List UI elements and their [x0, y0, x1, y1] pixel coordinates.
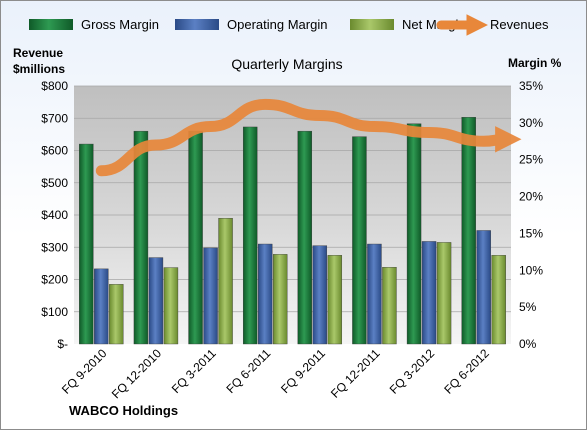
right-tick-label: 10%: [519, 263, 543, 277]
left-tick-label: $700: [41, 111, 68, 125]
left-tick-label: $800: [41, 79, 68, 93]
left-tick-label: $-: [57, 337, 68, 351]
left-tick-label: $200: [41, 273, 68, 287]
left-axis-title-line1: Revenue: [13, 46, 63, 60]
bar-gross-margin: [352, 136, 367, 345]
right-tick-label: 35%: [519, 79, 543, 93]
right-tick-label: 30%: [519, 116, 543, 130]
bar-operating-margin: [203, 247, 218, 345]
bar-net-margin: [327, 255, 343, 345]
bar-gross-margin: [461, 117, 476, 345]
bar-net-margin: [218, 218, 233, 345]
left-tick-label: $600: [41, 144, 68, 158]
category-label: FQ 12-2011: [328, 346, 383, 401]
bar-gross-margin: [79, 143, 94, 345]
bar-operating-margin: [94, 268, 109, 345]
legend-swatch-gross: [29, 19, 73, 30]
legend: Gross Margin Operating Margin Net Margin…: [29, 14, 549, 36]
legend-label-operating: Operating Margin: [227, 17, 327, 32]
bar-net-margin: [109, 284, 124, 345]
bar-operating-margin: [476, 230, 491, 345]
bar-net-margin: [491, 255, 506, 345]
category-label: FQ 3-2011: [169, 346, 219, 396]
category-label: FQ 9-2010: [59, 346, 110, 397]
right-tick-label: 15%: [519, 226, 543, 240]
bar-operating-margin: [367, 243, 382, 345]
legend-swatch-operating: [175, 19, 219, 30]
bar-gross-margin: [406, 123, 422, 345]
chart-title: Quarterly Margins: [231, 56, 342, 72]
bar-net-margin: [436, 242, 452, 345]
category-label: FQ 6-2012: [441, 346, 492, 397]
bar-net-margin: [382, 267, 397, 345]
bar-gross-margin: [188, 130, 203, 345]
bar-operating-margin: [421, 241, 437, 345]
bar-gross-margin: [242, 126, 258, 345]
right-tick-label: 20%: [519, 190, 543, 204]
revenue-line-path: [95, 98, 522, 177]
left-tick-label: $400: [41, 208, 68, 222]
left-tick-label: $100: [41, 305, 68, 319]
bar-gross-margin: [297, 130, 313, 345]
left-axis-ticks: $- $100 $200 $300 $400 $500 $600 $700 $800: [41, 79, 68, 351]
legend-label-revenues: Revenues: [490, 17, 549, 32]
category-labels: FQ 9-2010 FQ 12-2010 FQ 3-2011 FQ 6-2011 FQ …: [59, 346, 492, 401]
category-label: FQ 3-2012: [387, 346, 438, 397]
category-label: FQ 12-2010: [109, 346, 164, 401]
company-name: WABCO Holdings: [69, 403, 178, 418]
left-tick-label: $300: [41, 240, 68, 254]
bars: [79, 117, 506, 345]
right-tick-label: 0%: [519, 337, 537, 351]
bar-operating-margin: [148, 257, 164, 345]
right-tick-label: 5%: [519, 300, 537, 314]
revenue-line: [95, 98, 522, 177]
category-label: FQ 9-2011: [278, 346, 328, 396]
left-axis-title-line2: $millions: [13, 62, 65, 76]
legend-label-gross: Gross Margin: [81, 17, 159, 32]
left-tick-label: $500: [41, 176, 68, 190]
legend-swatch-net: [350, 19, 394, 30]
category-label: FQ 6-2011: [223, 346, 273, 396]
bar-operating-margin: [312, 245, 328, 345]
bar-gross-margin: [133, 130, 149, 345]
bar-operating-margin: [257, 243, 273, 345]
right-axis-ticks: 0% 5% 10% 15% 20% 25% 30% 35%: [519, 79, 543, 351]
bar-net-margin: [163, 267, 179, 345]
right-tick-label: 25%: [519, 153, 543, 167]
right-axis-title: Margin %: [508, 56, 562, 70]
bar-net-margin: [272, 254, 288, 345]
